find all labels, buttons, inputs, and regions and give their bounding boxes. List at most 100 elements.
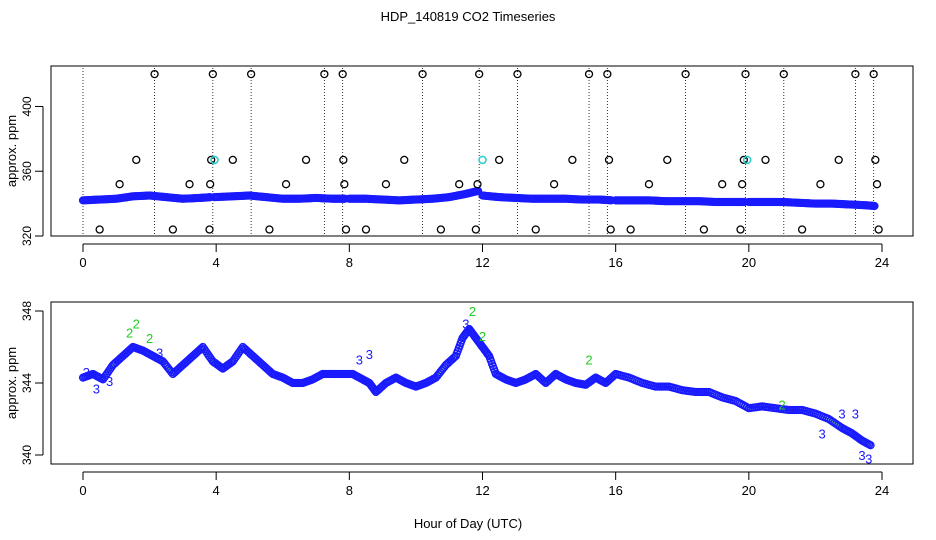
page-title: HDP_140819 CO2 Timeseries [381,9,556,24]
bottom-x-tick-label: 4 [213,483,220,498]
bottom-y-tick-label: 340 [20,445,34,465]
top-y-axis: 320 360 400 [20,96,44,246]
top-highlight-points [210,155,752,165]
bottom-series [78,324,875,450]
top-outlier-point [626,225,635,234]
top-outlier-point [400,155,409,165]
top-outlier-point [436,225,446,234]
top-outlier-point [115,180,124,189]
top-outlier-point [869,69,878,79]
bottom-label-mark: 2 [133,317,140,332]
bottom-label-mark: 3 [83,365,90,380]
top-x-tick-label: 12 [475,255,489,270]
top-y-tick-label: 400 [20,96,34,116]
top-outlier-point [739,155,748,165]
top-outlier-point [603,69,612,79]
top-outlier-point [132,155,141,165]
top-outlier-point [816,180,825,189]
top-outlier-point [761,155,770,165]
top-highlight-point [210,155,219,165]
top-outlier-point [340,180,349,189]
top-outlier-point [738,180,747,189]
top-baseline-points [78,186,879,211]
top-outlier-point [150,69,159,79]
top-outlier-point [494,155,504,165]
top-outlier-point [644,180,654,189]
bottom-data-point [590,374,599,383]
top-outlier-point [779,69,788,79]
x-axis-label: Hour of Day (UTC) [414,516,522,531]
bottom-x-axis: 0 4 8 12 16 20 24 [79,471,889,498]
top-outlier-point [834,155,843,165]
top-x-axis: 0 4 8 12 16 20 24 [79,243,889,270]
bottom-label-mark: 3 [462,317,469,332]
top-y-axis-label: approx. ppm [4,115,19,187]
top-x-tick-label: 16 [608,255,622,270]
top-outlier-point [168,225,178,234]
top-outlier-point [381,180,391,189]
top-outlier-point [568,155,577,165]
top-drop-lines [82,68,875,234]
top-outlier-point [606,225,615,234]
top-x-tick-label: 8 [346,255,353,270]
top-x-tick-label: 4 [213,255,220,270]
top-outlier-point [185,180,194,189]
bottom-label-mark: 3 [865,452,872,467]
bottom-plot-frame [50,301,914,465]
top-outlier-point [475,69,484,79]
bottom-x-tick-label: 12 [475,483,489,498]
top-outlier-point [699,225,709,234]
bottom-label-mark: 2 [585,353,592,368]
bottom-y-axis-label: approx. ppm [4,347,19,419]
bottom-label-mark: 3 [106,374,113,389]
top-outlier-point [604,155,614,165]
bottom-label-mark: 3 [852,407,859,422]
top-outlier-point [797,225,807,234]
bottom-label-mark: 2 [779,398,786,413]
top-outlier-point [718,180,727,189]
top-outlier-point [681,69,690,79]
top-outlier-point [281,180,291,189]
top-outlier-point [206,180,215,189]
bottom-label-mark: 2 [126,326,133,341]
bottom-label-mark: 3 [156,345,163,360]
top-outlier-points [95,69,883,234]
bottom-y-tick-label: 344 [20,373,34,393]
top-y-tick-label: 320 [20,226,34,246]
top-outlier-point [265,225,274,234]
top-outlier-point [361,225,371,234]
bottom-label-mark: 3 [858,448,865,463]
bottom-label-mark: 3 [356,353,363,368]
top-x-tick-label: 0 [79,255,86,270]
top-outlier-point [208,69,217,79]
top-outlier-point [872,180,882,189]
bottom-x-tick-label: 8 [346,483,353,498]
top-outlier-point [531,225,540,234]
top-y-tick-label: 360 [20,161,34,181]
bottom-x-tick-label: 24 [875,483,889,498]
top-outlier-point [339,155,348,165]
top-outlier-point [341,225,351,234]
bottom-x-tick-label: 16 [608,483,622,498]
bottom-x-tick-label: 20 [742,483,756,498]
bottom-x-tick-label: 0 [79,483,86,498]
top-baseline-point [870,201,879,211]
top-outlier-point [741,69,750,79]
top-outlier-point [207,155,216,165]
top-outlier-point [228,155,237,165]
top-outlier-point [851,69,860,79]
top-highlight-point [742,155,752,165]
top-outlier-point [455,180,464,189]
top-outlier-point [418,69,427,79]
top-x-tick-label: 20 [742,255,756,270]
top-plot-frame [50,65,914,237]
top-outlier-point [471,225,480,234]
bottom-label-mark: 3 [838,407,845,422]
bottom-label-mark: 3 [818,426,825,441]
top-outlier-point [301,155,311,165]
bottom-data-point [866,441,875,450]
bottom-label-mark: 2 [146,331,153,346]
